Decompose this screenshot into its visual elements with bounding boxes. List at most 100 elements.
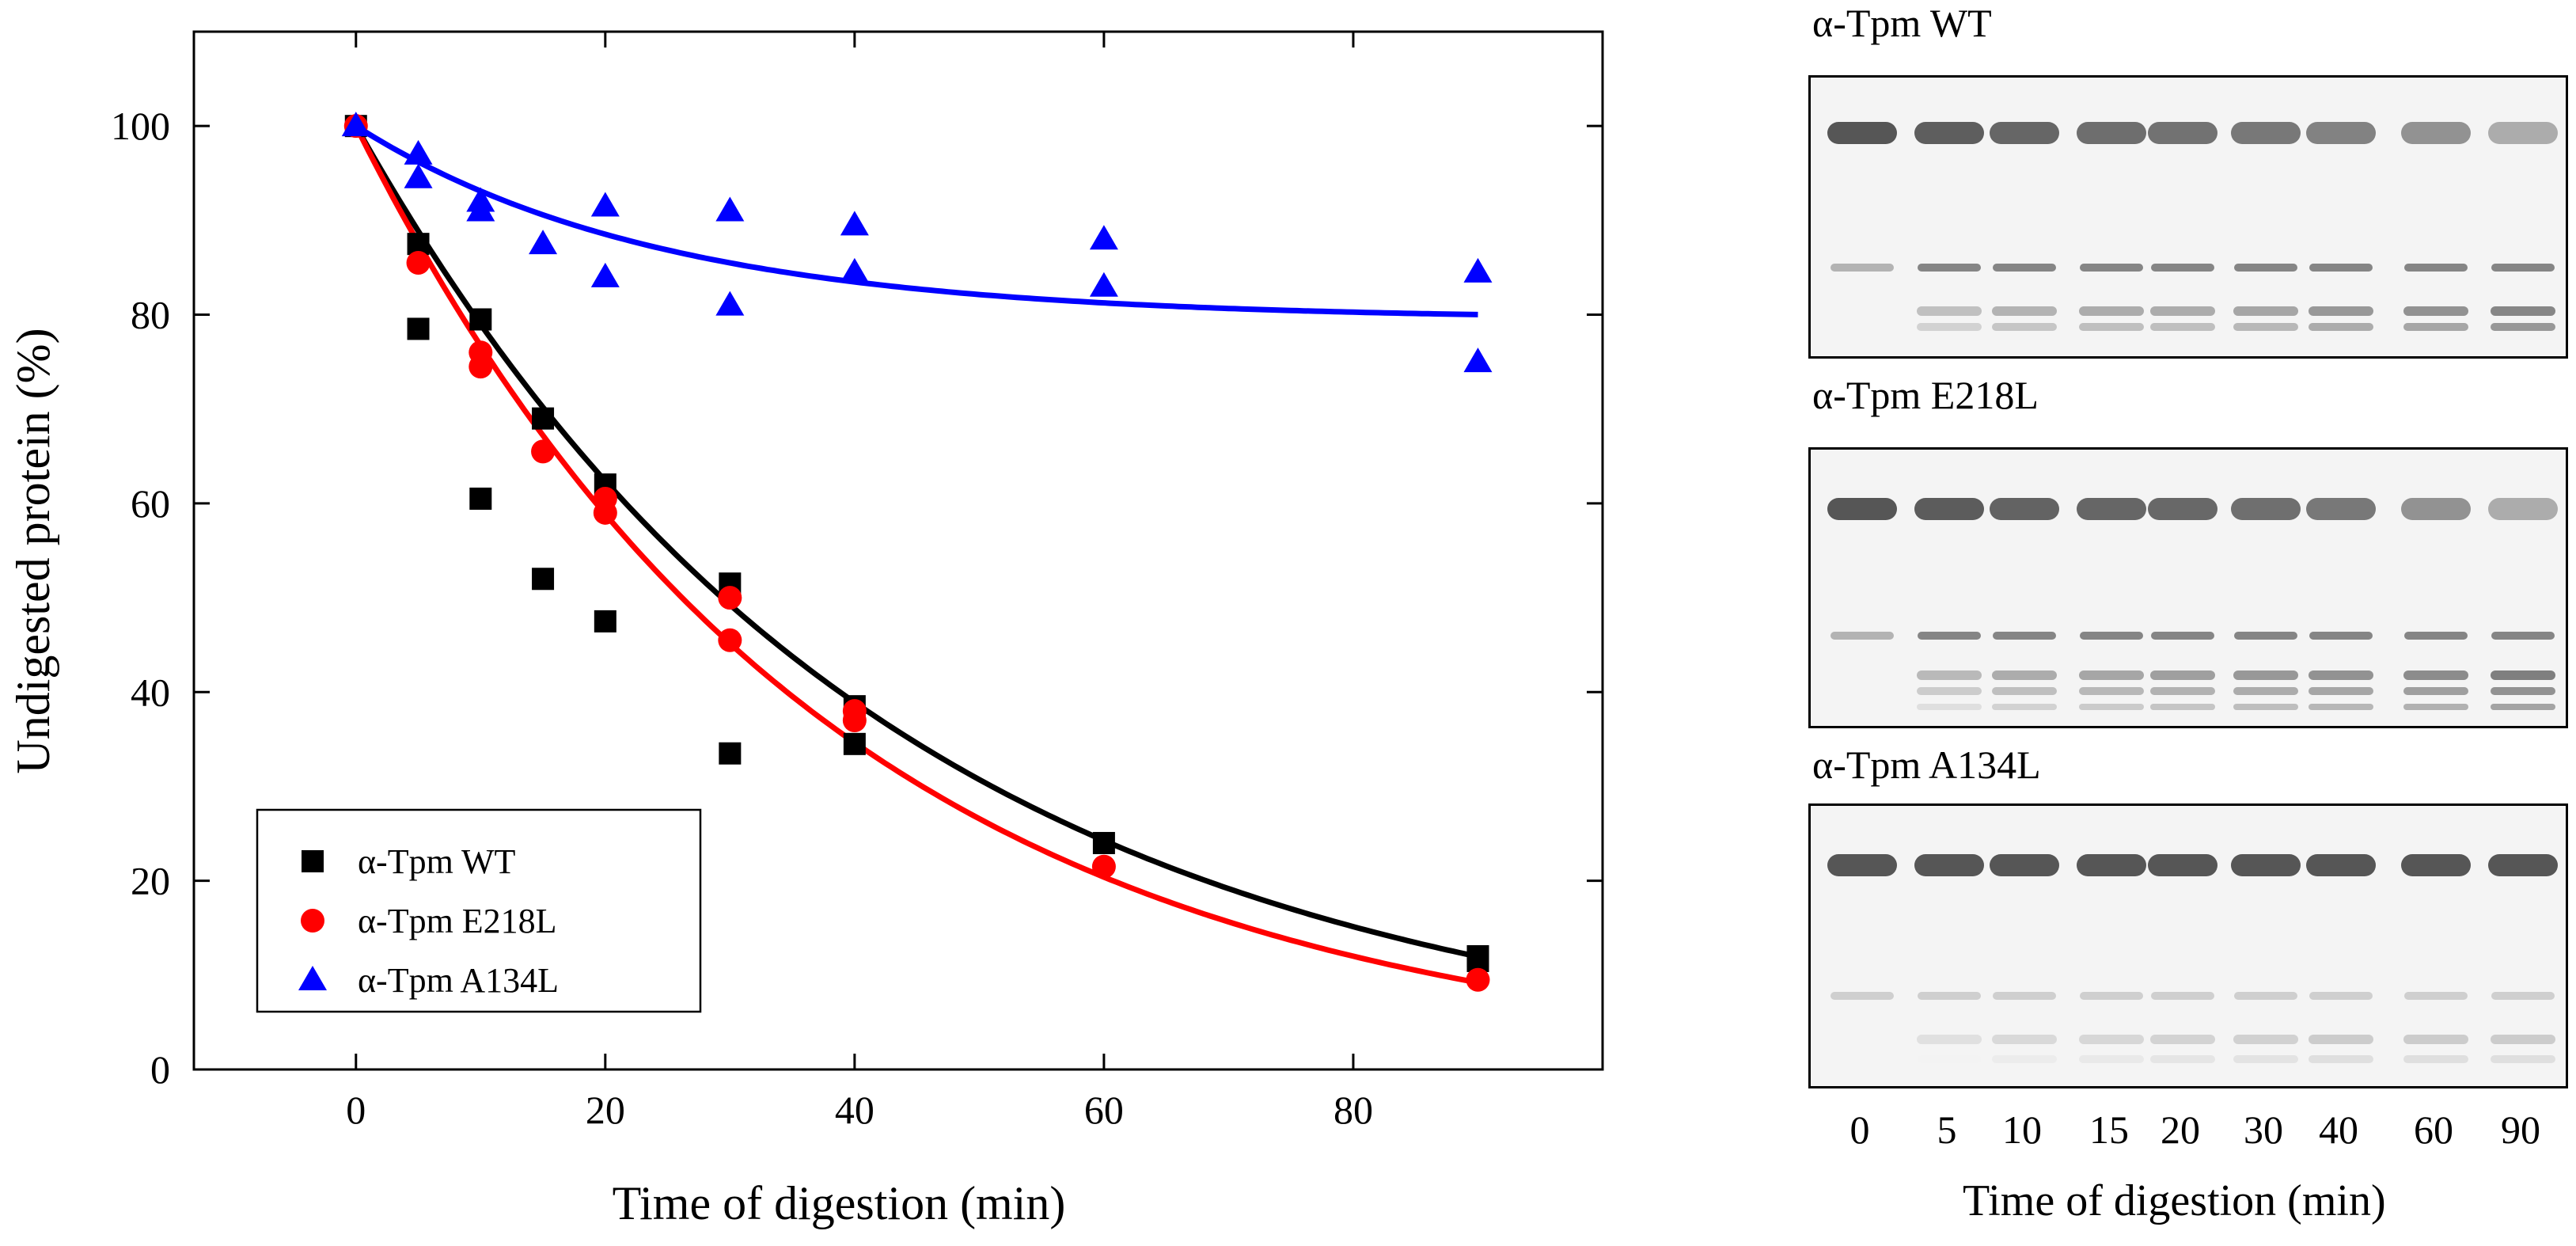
gel-band (2079, 1035, 2144, 1044)
gel-band (2150, 704, 2215, 710)
legend-marker (301, 909, 324, 933)
gel-band (1990, 854, 2059, 876)
lane-label: 60 (2414, 1107, 2453, 1152)
gel-band (2231, 122, 2301, 144)
data-point (469, 308, 492, 331)
gel-band (1914, 122, 1984, 144)
data-point (532, 568, 555, 591)
gel-band (2404, 632, 2468, 640)
data-point (1463, 257, 1493, 283)
data-point (593, 500, 617, 525)
gel-band (2491, 306, 2555, 316)
gel-band (1914, 854, 1984, 876)
gel-band (2077, 122, 2146, 144)
lane-label: 10 (2002, 1107, 2042, 1152)
data-point (1092, 831, 1115, 854)
gel-band (2148, 498, 2217, 520)
lane-label: 0 (1849, 1107, 1870, 1152)
data-point (590, 262, 620, 287)
gel-image-wt (1808, 75, 2568, 359)
y-tick-label: 0 (150, 1047, 170, 1092)
gel-band (1917, 670, 1982, 680)
gel-band (1992, 1035, 2057, 1044)
lane-label: 40 (2319, 1107, 2358, 1152)
gel-band (2079, 670, 2144, 680)
y-tick-label: 80 (131, 293, 170, 337)
x-tick-label: 20 (586, 1088, 625, 1132)
gel-band (2403, 1055, 2468, 1063)
gel-band (2150, 670, 2215, 680)
legend-marker (298, 966, 327, 990)
x-axis-label: Time of digestion (min) (613, 1177, 1066, 1229)
gel-band (2403, 323, 2468, 331)
gel-band (1827, 498, 1897, 520)
legend-markers (298, 850, 327, 990)
gel-band (1917, 306, 1982, 316)
gel-band (1917, 323, 1982, 331)
data-point (594, 610, 616, 632)
gel-band (2488, 854, 2558, 876)
gel-band (2309, 323, 2373, 331)
gel-band (2309, 632, 2373, 640)
axes: 0 20 40 60 80 0 20 40 60 80 100 (111, 32, 1603, 1132)
gel-band (2309, 1035, 2373, 1044)
gel-band (2403, 704, 2468, 710)
data-point (529, 230, 558, 255)
gel-band (2401, 498, 2471, 520)
gel-band (2233, 704, 2298, 710)
gel-band (1831, 264, 1894, 272)
gel-band (2080, 992, 2143, 1000)
gel-band (2403, 687, 2468, 695)
gel-band (2150, 687, 2215, 695)
gel-band (2231, 498, 2301, 520)
gel-band (2150, 1035, 2215, 1044)
gel-image-e218l (1808, 447, 2568, 728)
data-point (719, 742, 742, 765)
data-point (466, 196, 495, 222)
x-tick-label: 0 (346, 1088, 366, 1132)
gel-band (1992, 704, 2057, 710)
gel-band (2491, 992, 2555, 1000)
gel-band (2077, 498, 2146, 520)
lane-label: 15 (2089, 1107, 2129, 1152)
y-tick-label: 40 (131, 670, 170, 714)
y-tick-label: 100 (111, 104, 170, 148)
gel-band (2148, 122, 2217, 144)
gel-band (1993, 264, 2056, 272)
gel-band (2309, 306, 2373, 316)
gel-band (2488, 498, 2558, 520)
gel-band (2079, 1055, 2144, 1063)
gel-band (2309, 670, 2373, 680)
fit-curve (353, 124, 1479, 959)
gel-band (2233, 687, 2298, 695)
gel-band (1992, 687, 2057, 695)
gel-band (2309, 687, 2373, 695)
data-point (1089, 272, 1118, 297)
gel-band (2079, 687, 2144, 695)
gel-band (2150, 306, 2215, 316)
data-point (1463, 348, 1493, 373)
data-point (590, 192, 620, 217)
gel-band (2309, 704, 2373, 710)
gel-band (1993, 992, 2056, 1000)
gel-band (2401, 122, 2471, 144)
gel-band (2151, 264, 2214, 272)
data-point (718, 628, 742, 652)
gel-band (2150, 323, 2215, 331)
gel-band (1918, 264, 1981, 272)
gel-band (1918, 632, 1981, 640)
gel-band (1992, 1055, 2057, 1063)
gel-band (1917, 704, 1982, 710)
lane-label: 30 (2244, 1107, 2283, 1152)
gel-band (2491, 1055, 2555, 1063)
data-point (531, 439, 556, 464)
gel-band (1827, 122, 1897, 144)
gel-band (2491, 1035, 2555, 1044)
fit-curves (353, 123, 1479, 986)
gel-band (2233, 1035, 2298, 1044)
gel-band (2491, 264, 2555, 272)
gel-band (2233, 306, 2298, 316)
data-point (404, 163, 433, 188)
legend-marker (302, 850, 324, 872)
gel-band (2491, 687, 2555, 695)
